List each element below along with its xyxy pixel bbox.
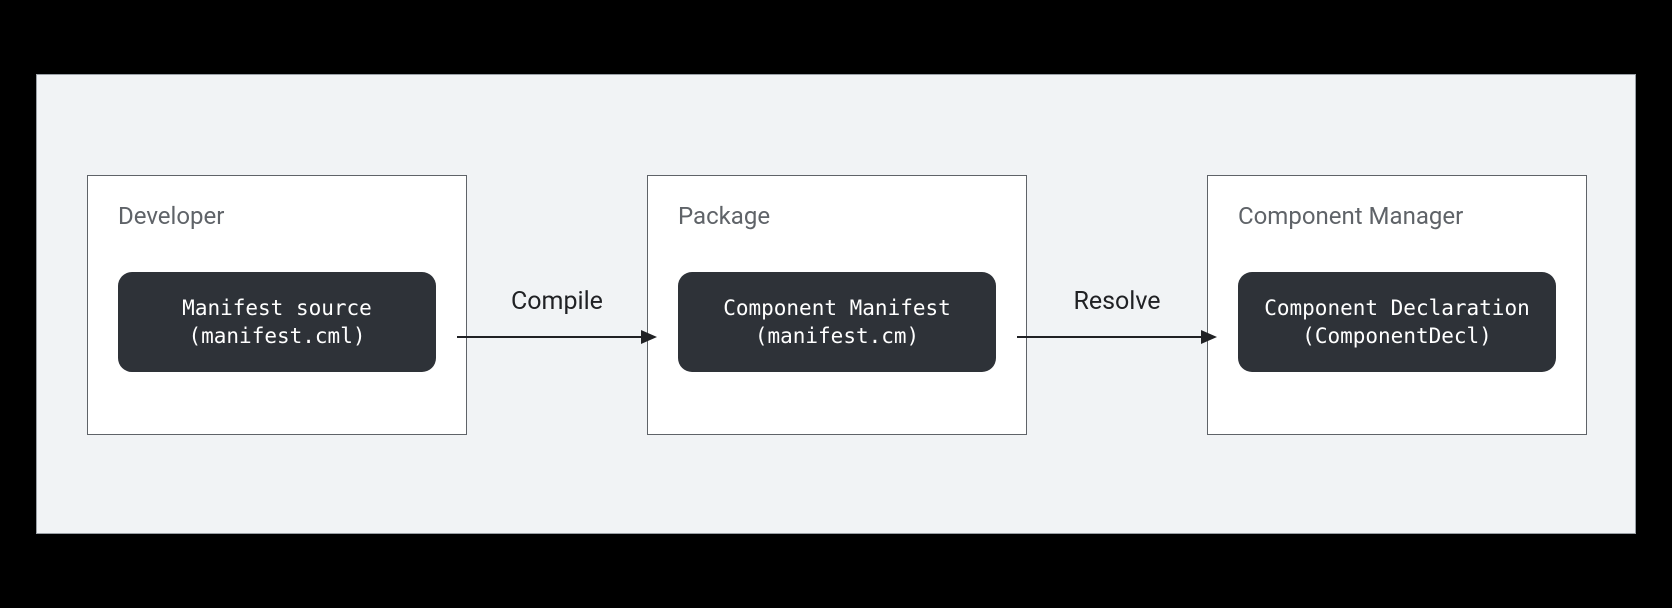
pill-line1: Component Manifest [723, 294, 951, 322]
stage-title-developer: Developer [118, 202, 224, 230]
arrow-label-resolve: Resolve [1017, 287, 1217, 316]
stage-package: Package Component Manifest (manifest.cm) [647, 175, 1027, 435]
arrow-icon [1017, 327, 1217, 347]
pill-line1: Manifest source [182, 294, 372, 322]
pill-developer: Manifest source (manifest.cml) [118, 272, 436, 372]
pill-line1: Component Declaration [1264, 294, 1530, 322]
diagram-canvas: Developer Manifest source (manifest.cml)… [36, 74, 1636, 534]
arrow-resolve: Resolve [1017, 287, 1217, 367]
stage-component-manager: Component Manager Component Declaration … [1207, 175, 1587, 435]
pill-component-manager: Component Declaration (ComponentDecl) [1238, 272, 1556, 372]
arrow-icon [457, 327, 657, 347]
pill-line2: (ComponentDecl) [1302, 322, 1492, 350]
pill-line2: (manifest.cml) [188, 322, 365, 350]
stage-developer: Developer Manifest source (manifest.cml) [87, 175, 467, 435]
pill-line2: (manifest.cm) [755, 322, 919, 350]
arrow-compile: Compile [457, 287, 657, 367]
stage-title-package: Package [678, 202, 770, 230]
arrow-label-compile: Compile [457, 287, 657, 316]
stage-title-component-manager: Component Manager [1238, 202, 1463, 230]
pill-package: Component Manifest (manifest.cm) [678, 272, 996, 372]
